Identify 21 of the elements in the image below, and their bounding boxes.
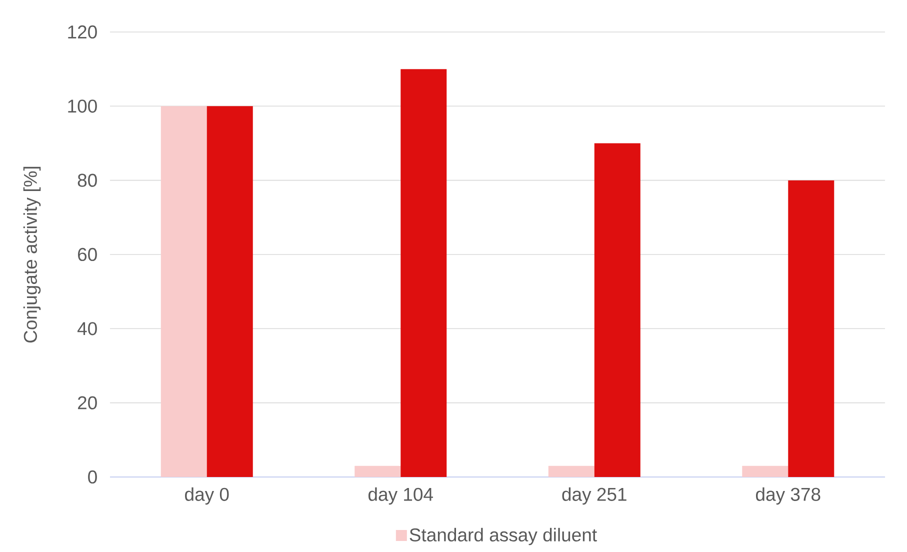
bar <box>742 466 788 477</box>
y-tick-label: 60 <box>78 248 97 262</box>
y-axis-title: Conjugate activity [%] <box>23 166 41 342</box>
y-tick-label: 120 <box>68 25 97 39</box>
bar <box>400 69 447 477</box>
x-tick-label: day 378 <box>756 487 820 505</box>
x-tick-label: day 0 <box>185 487 229 505</box>
bar <box>548 466 594 477</box>
x-tick-label: day 251 <box>562 487 626 505</box>
y-tick-label: 20 <box>78 396 97 410</box>
bar <box>206 106 253 477</box>
bar <box>594 143 640 477</box>
x-tick-label: day 104 <box>368 487 433 505</box>
legend-label: Standard assay diluent <box>410 528 597 546</box>
y-tick-label: 0 <box>88 470 97 484</box>
y-tick-label: 80 <box>78 174 97 187</box>
y-tick-label: 100 <box>68 100 97 113</box>
bar <box>160 106 207 477</box>
bar <box>788 180 834 477</box>
y-tick-label: 40 <box>77 322 97 336</box>
bar <box>354 466 401 477</box>
